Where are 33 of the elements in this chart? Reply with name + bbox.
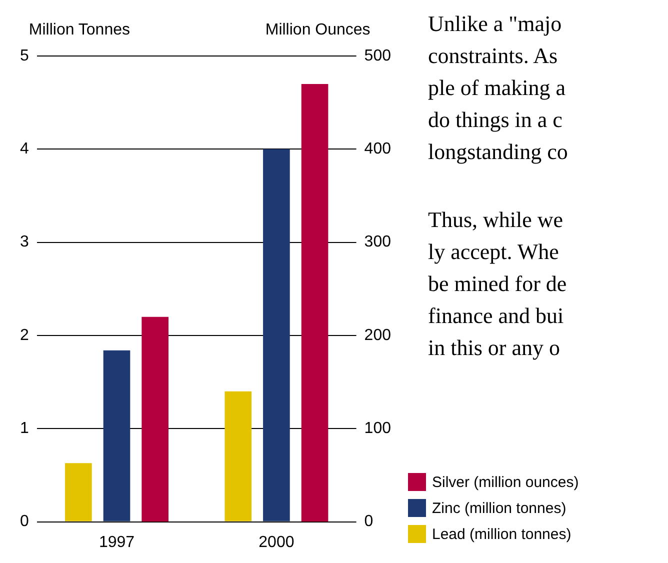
y-tick-label: 5 [20,47,29,64]
y2-tick-label: 0 [364,513,374,530]
text: longstanding co [428,138,568,166]
text: in this or any o [428,334,561,362]
bar [103,350,130,522]
y2-tick-label: 100 [364,420,392,438]
y2-tick-label: 200 [364,326,392,344]
y-axis-title: Million Tonnes [28,21,130,38]
legend-label: Silver (million ounces) [432,474,579,490]
text: be mined for de [428,270,568,298]
x-tick-label: 2000 [258,534,294,551]
text: ly accept. Whe [428,238,560,266]
y-tick-label: 2 [20,326,29,344]
text: Thus, while we [428,206,564,234]
text: constraints. As [428,42,559,70]
y-tick-label: 4 [20,140,29,158]
text: ple of making a [428,74,566,102]
x-tick-label: 1997 [98,534,135,551]
text: finance and bui [428,302,565,330]
y2-tick-label: 300 [364,234,392,251]
text: Unlike a "majo [428,10,563,38]
legend-label: Lead (million tonnes) [432,526,572,542]
y2-tick-label: 500 [364,47,392,64]
y-tick-label: 3 [20,234,29,251]
y2-axis-title: Million Ounces [265,21,370,38]
bar [263,149,290,522]
y-tick-label: 0 [20,513,29,530]
bar [224,391,252,522]
y-tick-label: 1 [20,420,29,438]
text: do things in a c [428,106,564,134]
y2-tick-label: 400 [364,140,392,158]
bar [65,463,92,522]
legend-label: Zinc (million tonnes) [432,500,566,516]
